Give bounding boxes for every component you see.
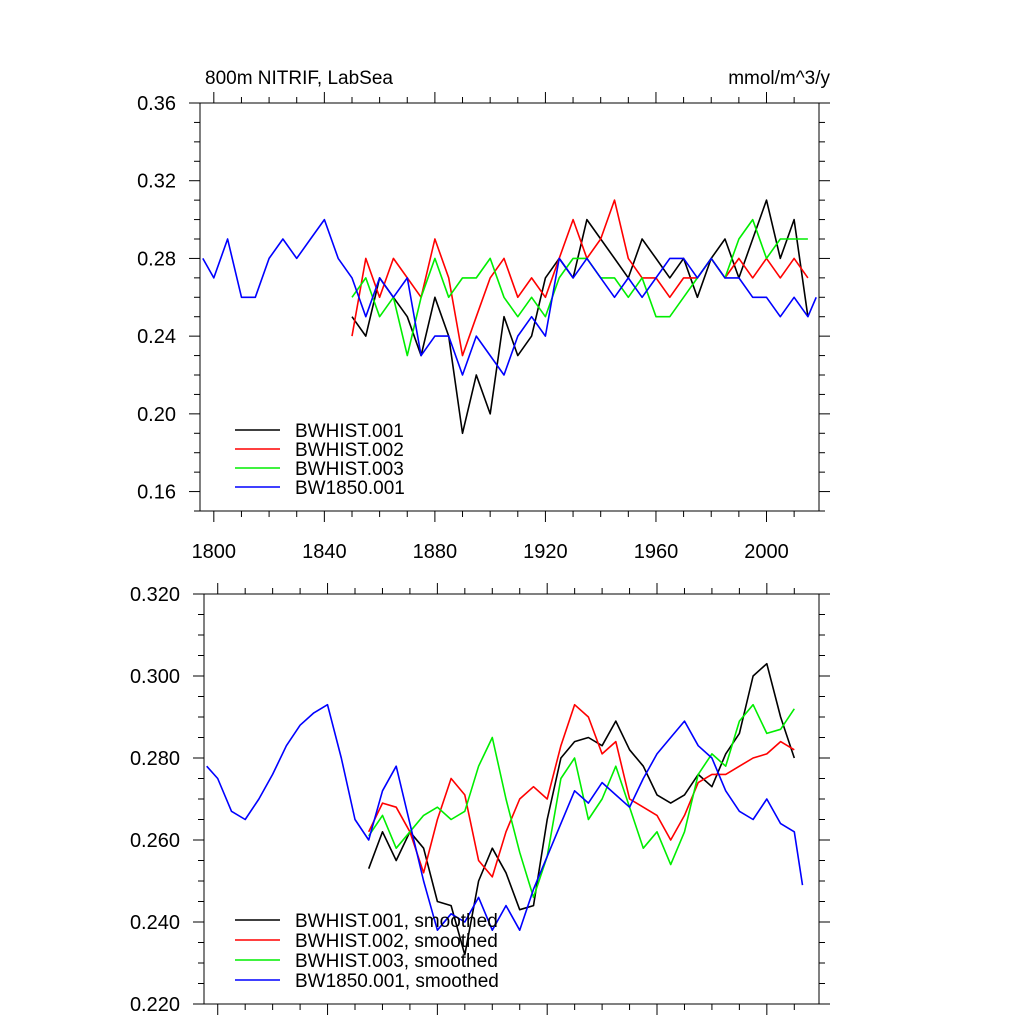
legend-label-4: BW1850.001, smoothed <box>295 971 499 992</box>
y-tick-label: 0.320 <box>130 584 180 606</box>
y-tick-label: 0.32 <box>137 171 176 193</box>
x-tick-label: 2000 <box>744 541 789 563</box>
legend-label-1: BWHIST.001, smoothed <box>295 911 498 932</box>
y-tick-label: 0.36 <box>137 93 176 115</box>
legend-label-2: BWHIST.002, smoothed <box>295 931 498 952</box>
series-line-2 <box>351 199 809 357</box>
series-line-2 <box>367 703 795 878</box>
legend-label-1: BWHIST.001 <box>295 421 404 442</box>
y-tick-label: 0.240 <box>130 912 180 934</box>
y-tick-label: 0.28 <box>137 248 176 270</box>
x-tick-label: 1800 <box>192 541 237 563</box>
y-tick-label: 0.300 <box>130 666 180 688</box>
y-tick-label: 0.220 <box>130 994 180 1016</box>
bottom-panel: 0.220 0.240 0.260 0.280 0.300 0.320 BWHIST.001… <box>130 583 830 1016</box>
series-group <box>202 199 817 435</box>
series-line-4 <box>206 703 804 932</box>
legend-label-3: BWHIST.003 <box>295 459 404 480</box>
series-line-1 <box>351 199 809 435</box>
y-tick-label: 0.280 <box>130 748 180 770</box>
x-tick-label: 1840 <box>302 541 347 563</box>
chart-units: mmol/m^3/y <box>728 68 830 89</box>
plot-frame <box>199 102 820 512</box>
y-tick-label: 0.20 <box>137 404 176 426</box>
legend-label-4: BW1850.001 <box>295 478 405 499</box>
series-line-3 <box>351 218 808 357</box>
y-tick-label: 0.260 <box>130 830 180 852</box>
x-tick-label: 1920 <box>523 541 568 563</box>
series-line-3 <box>368 703 795 899</box>
legend-label-3: BWHIST.003, smoothed <box>295 951 498 972</box>
y-tick-label: 0.16 <box>137 482 176 504</box>
legend-label-2: BWHIST.002 <box>295 440 404 461</box>
series-group <box>206 662 804 956</box>
x-tick-label: 1960 <box>634 541 679 563</box>
series-line-1 <box>367 662 796 956</box>
x-tick-label: 1880 <box>413 541 458 563</box>
y-tick-label: 0.24 <box>137 326 176 348</box>
series-line-4 <box>202 218 817 376</box>
top-panel: 800m NITRIF, LabSea mmol/m^3/y 0.16 0.20 0.2… <box>137 68 830 563</box>
chart-title: 800m NITRIF, LabSea <box>205 68 393 89</box>
